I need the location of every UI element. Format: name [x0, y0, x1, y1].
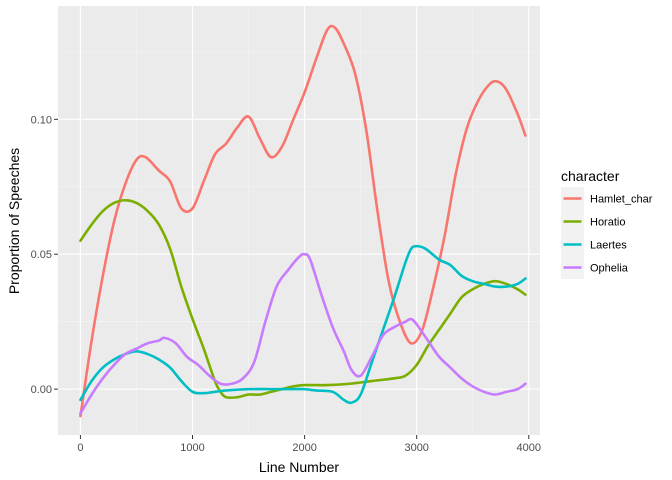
legend-item-laertes: Laertes	[561, 233, 627, 256]
series-line-hamlet-char	[79, 24, 527, 418]
x-tick-label: 2000	[292, 442, 316, 454]
x-tick-label: 3000	[404, 442, 428, 454]
legend-label-laertes: Laertes	[590, 240, 627, 252]
legend-title: character	[561, 168, 620, 184]
legend-item-ophelia: Ophelia	[561, 256, 629, 279]
series-line-horatio	[79, 198, 527, 400]
y-tick-label: 0.10	[31, 114, 52, 126]
legend-label-hamlet-char: Hamlet_char	[590, 194, 653, 206]
x-tick-label: 4000	[517, 442, 541, 454]
x-tick-label: 0	[77, 442, 83, 454]
minor-gridlines	[58, 6, 540, 435]
series-line-laertes	[79, 244, 527, 405]
legend-label-ophelia: Ophelia	[590, 263, 629, 275]
y-axis-ticks: 0.00 0.05 0.10	[31, 114, 58, 396]
legend-item-hamlet-char: Hamlet_char	[561, 187, 653, 210]
series-lines	[79, 24, 527, 418]
x-axis-title: Line Number	[259, 459, 339, 475]
legend-item-horatio: Horatio	[561, 210, 625, 233]
x-axis-ticks: 0 1000 2000 3000 4000	[77, 435, 541, 454]
y-tick-label: 0.00	[31, 384, 52, 396]
legend-label-horatio: Horatio	[590, 217, 625, 229]
y-tick-label: 0.05	[31, 249, 52, 261]
y-axis-title: Proportion of Speeches	[6, 148, 22, 294]
legend: character Hamlet_char Horatio Laertes Ophel…	[561, 168, 653, 279]
series-line-ophelia	[79, 252, 527, 415]
plot-panel	[58, 6, 540, 435]
x-tick-label: 1000	[180, 442, 204, 454]
